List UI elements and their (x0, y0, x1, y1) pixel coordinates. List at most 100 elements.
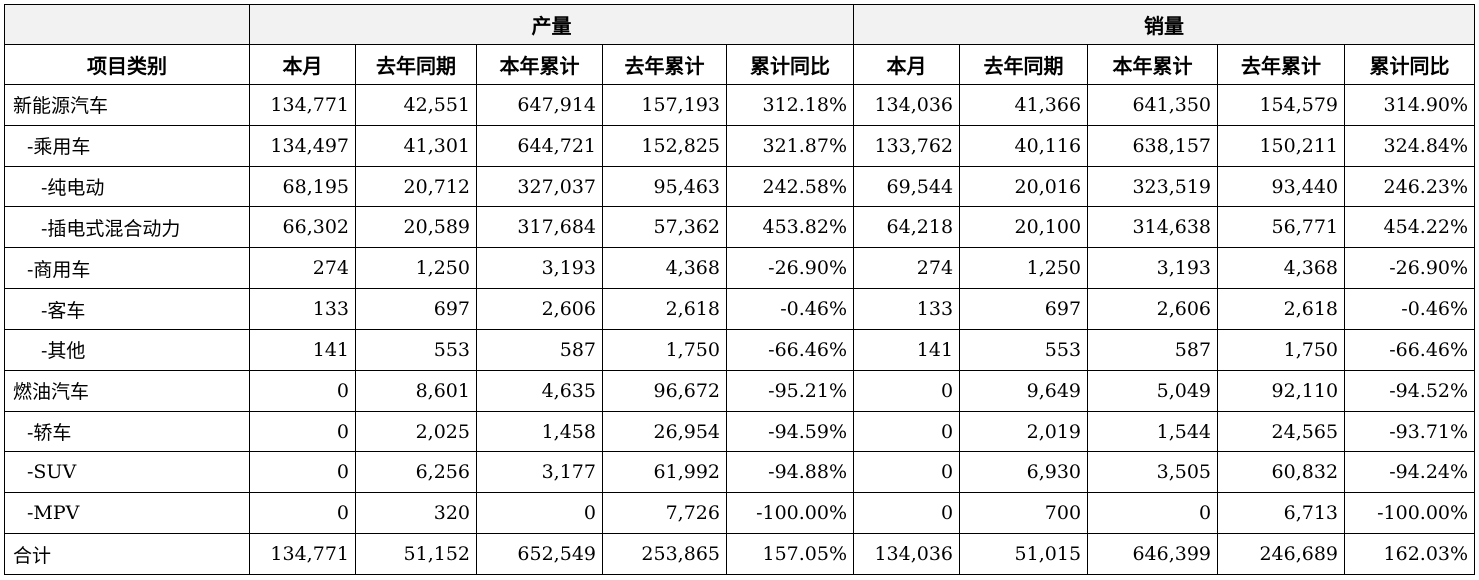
production-group-header: 产量 (248, 4, 855, 45)
table-cell: 134,036 (853, 84, 961, 126)
table-cell: 697 (959, 288, 1089, 330)
table-cell: 1,750 (1217, 328, 1346, 371)
production-ytd-yoy-header: 累计同比 (725, 44, 855, 85)
table-cell: 5,049 (1087, 369, 1219, 412)
table-cell: 0 (1087, 492, 1219, 535)
table-cell: 2,606 (1087, 288, 1219, 330)
table-cell: 41,366 (959, 84, 1089, 126)
table-cell: 4,368 (602, 247, 727, 290)
table-cell: 246,689 (1217, 533, 1346, 575)
table-cell: 51,152 (355, 533, 477, 575)
table-cell: 157,193 (602, 84, 727, 126)
category-column-header: 项目类别 (4, 44, 250, 85)
table-cell: 150,211 (1217, 124, 1346, 167)
table-cell: 20,100 (959, 206, 1089, 249)
table-cell: 644,721 (476, 124, 603, 167)
row-label: 合计 (4, 533, 250, 575)
table-cell: 96,672 (602, 369, 727, 412)
table-cell: 0 (853, 451, 961, 494)
table-cell: -95.21% (725, 369, 855, 412)
table-cell: 324.84% (1344, 124, 1476, 167)
table-cell: 647,914 (476, 84, 603, 126)
table-cell: 4,368 (1217, 247, 1346, 290)
sales-ytd-header: 本年累计 (1087, 44, 1219, 85)
table-cell: 553 (959, 328, 1089, 371)
table-cell: 134,771 (249, 84, 356, 126)
table-cell: 93,440 (1217, 165, 1346, 208)
row-label: 新能源汽车 (4, 84, 250, 126)
table-row: -MPV 0 320 0 7,726 -100.00% 0 700 0 6,713 -100.00% (4, 492, 1476, 535)
table-cell: 1,458 (476, 410, 603, 453)
table-cell: -94.52% (1344, 369, 1476, 412)
sales-ytd-yoy-header: 累计同比 (1344, 44, 1476, 85)
row-label: -MPV (4, 492, 250, 535)
table-cell: 64,218 (853, 206, 961, 249)
table-cell: 3,193 (476, 247, 603, 290)
table-cell: 133 (249, 288, 356, 330)
table-cell: 6,930 (959, 451, 1089, 494)
production-ytd-header: 本年累计 (476, 44, 603, 85)
group-header-row: 产量 销量 (4, 4, 1476, 45)
table-cell: -66.46% (1344, 328, 1476, 371)
table-cell: 0 (853, 492, 961, 535)
table-row: 新能源汽车 134,771 42,551 647,914 157,193 312.18% 1… (4, 84, 1476, 126)
production-last-ytd-header: 去年累计 (602, 44, 727, 85)
table-cell: 40,116 (959, 124, 1089, 167)
table-cell: 327,037 (476, 165, 603, 208)
table-cell: 317,684 (476, 206, 603, 249)
table-cell: 8,601 (355, 369, 477, 412)
table-cell: 41,301 (355, 124, 477, 167)
table-cell: 246.23% (1344, 165, 1476, 208)
table-cell: -93.71% (1344, 410, 1476, 453)
table-body: 新能源汽车 134,771 42,551 647,914 157,193 312.18% 1… (4, 84, 1476, 575)
table-cell: 152,825 (602, 124, 727, 167)
table-cell: 587 (1087, 328, 1219, 371)
table-cell: 141 (249, 328, 356, 371)
table-cell: 638,157 (1087, 124, 1219, 167)
table-cell: 134,036 (853, 533, 961, 575)
table-cell: 253,865 (602, 533, 727, 575)
table-cell: 1,250 (959, 247, 1089, 290)
production-last-year-same-period-header: 去年同期 (355, 44, 477, 85)
table-cell: 42,551 (355, 84, 477, 126)
table-cell: 95,463 (602, 165, 727, 208)
table-row: -其他 141 553 587 1,750 -66.46% 141 553 587 1,750 -6… (4, 328, 1476, 371)
table-cell: 20,016 (959, 165, 1089, 208)
table-cell: 0 (249, 492, 356, 535)
table-cell: 0 (853, 410, 961, 453)
table-cell: 1,750 (602, 328, 727, 371)
table-cell: 20,589 (355, 206, 477, 249)
table-cell: 6,256 (355, 451, 477, 494)
sales-last-year-same-period-header: 去年同期 (959, 44, 1089, 85)
table-cell: 0 (249, 369, 356, 412)
production-sales-table: 产量 销量 项目类别 本月 去年同期 本年累计 去年累计 累计同比 本月 去年同… (4, 4, 1476, 575)
table-cell: 133,762 (853, 124, 961, 167)
row-label: -插电式混合动力 (4, 206, 250, 249)
table-cell: -100.00% (725, 492, 855, 535)
table-cell: 2,618 (602, 288, 727, 330)
table-cell: 3,193 (1087, 247, 1219, 290)
sales-last-ytd-header: 去年累计 (1217, 44, 1346, 85)
table-cell: 652,549 (476, 533, 603, 575)
table-cell: -66.46% (725, 328, 855, 371)
row-label: -其他 (4, 328, 250, 371)
row-label: -纯电动 (4, 165, 250, 208)
row-label: -乘用车 (4, 124, 250, 167)
table-cell: 134,497 (249, 124, 356, 167)
table-cell: 314.90% (1344, 84, 1476, 126)
table-cell: 68,195 (249, 165, 356, 208)
table-cell: 641,350 (1087, 84, 1219, 126)
table-cell: 154,579 (1217, 84, 1346, 126)
table-cell: 242.58% (725, 165, 855, 208)
table-cell: 0 (476, 492, 603, 535)
table-row: -SUV 0 6,256 3,177 61,992 -94.88% 0 6,930 3,505 6… (4, 451, 1476, 494)
column-header-row: 项目类别 本月 去年同期 本年累计 去年累计 累计同比 本月 去年同期 本年累计… (4, 44, 1476, 85)
table-cell: 454.22% (1344, 206, 1476, 249)
table-cell: 133 (853, 288, 961, 330)
table-cell: 26,954 (602, 410, 727, 453)
row-label: -轿车 (4, 410, 250, 453)
group-header-blank (4, 4, 250, 45)
table-cell: -26.90% (1344, 247, 1476, 290)
table-cell: 2,606 (476, 288, 603, 330)
table-cell: 3,177 (476, 451, 603, 494)
